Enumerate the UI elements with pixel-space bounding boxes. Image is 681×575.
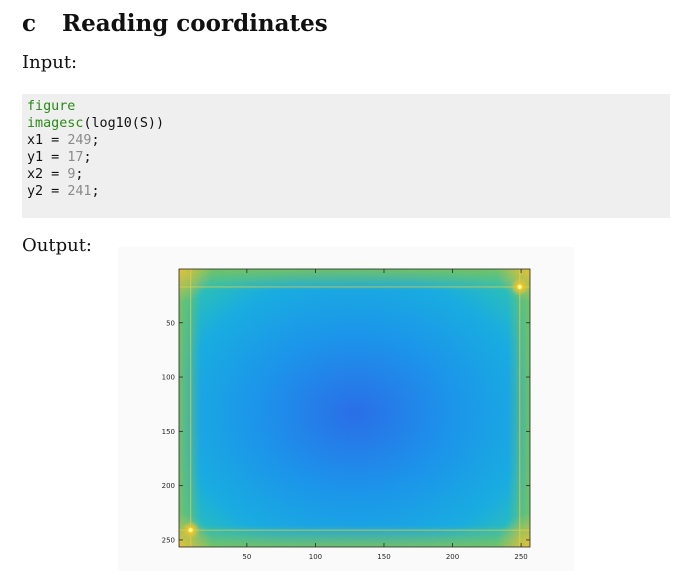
input-label: Input: (22, 52, 78, 73)
y-tick-label: 250 (162, 536, 175, 544)
x-tick-label: 100 (309, 553, 322, 561)
section-heading: c Reading coordinates (22, 10, 328, 37)
bright-point (179, 269, 530, 547)
code-function: imagesc (27, 116, 84, 131)
code-line-1: figure (27, 99, 76, 114)
x-tick-label: 50 (242, 553, 251, 561)
code-line-5: x2 = 9; (27, 167, 84, 182)
x-tick-label: 200 (446, 553, 459, 561)
heatmap-image (179, 269, 530, 547)
code-line-3: x1 = 249; (27, 133, 100, 148)
heatmap-chart: 50 100 150 200 250 50 100 150 200 250 (162, 268, 531, 561)
bright-point (179, 269, 530, 547)
section-title: Reading coordinates (62, 10, 328, 37)
y-tick-label: 100 (162, 374, 175, 382)
code-line-6: y2 = 241; (27, 184, 100, 199)
x-tick-label: 250 (514, 553, 527, 561)
figure-panel: 50 100 150 200 250 50 100 150 200 250 (118, 247, 574, 571)
code-line-2: imagesc(log10(S)) (27, 116, 165, 131)
section-letter: c (22, 10, 37, 37)
code-block: figure imagesc(log10(S)) x1 = 249; y1 = … (22, 94, 670, 218)
y-tick-label: 200 (162, 482, 175, 490)
x-tick-label: 150 (377, 553, 390, 561)
output-label: Output: (22, 235, 92, 256)
code-line-4: y1 = 17; (27, 150, 92, 165)
code-text: figure imagesc(log10(S)) x1 = 249; y1 = … (27, 98, 164, 200)
y-tick-label: 50 (166, 319, 175, 327)
y-tick-label: 150 (162, 428, 175, 436)
heatmap-axes: 50 100 150 200 250 50 100 150 200 250 (162, 268, 531, 561)
